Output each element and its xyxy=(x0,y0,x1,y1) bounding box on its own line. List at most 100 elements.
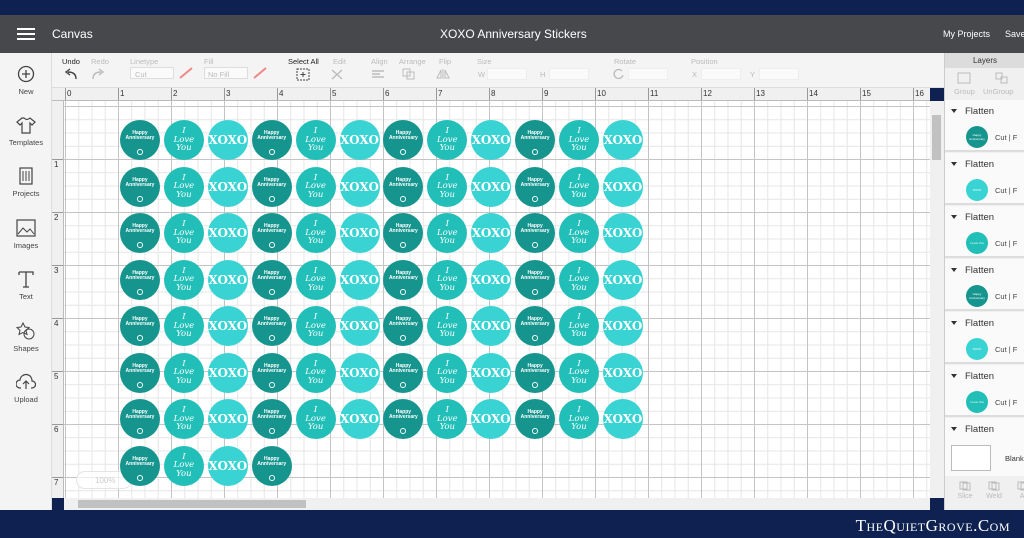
sticker[interactable]: Happy Anniversary xyxy=(120,352,160,393)
sticker[interactable]: I Love You xyxy=(295,166,336,207)
sticker[interactable]: Happy Anniversary xyxy=(120,306,160,346)
scroll-thumb[interactable] xyxy=(932,115,941,160)
sticker[interactable]: XOXO xyxy=(207,445,248,486)
shapes-button[interactable]: Shapes xyxy=(0,322,52,353)
sticker[interactable]: XOXO xyxy=(471,399,512,439)
sticker[interactable]: Happy Anniversary xyxy=(120,259,160,300)
sticker[interactable]: XOXO xyxy=(207,259,248,300)
sticker[interactable]: Happy Anniversary xyxy=(383,352,424,393)
sticker[interactable]: XOXO xyxy=(339,352,380,393)
sticker[interactable]: XOXO xyxy=(207,213,248,253)
sticker[interactable]: I Love You xyxy=(163,166,204,207)
sticker[interactable]: Happy Anniversary xyxy=(251,166,292,207)
sticker[interactable]: I Love You xyxy=(163,213,204,253)
sticker[interactable]: I Love You xyxy=(427,352,468,393)
blank-layer[interactable]: Blank xyxy=(945,438,1024,476)
sticker[interactable]: Happy Anniversary xyxy=(383,166,424,207)
text-button[interactable]: Text xyxy=(0,270,52,301)
sticker[interactable]: Happy Anniversary xyxy=(120,399,160,439)
sticker[interactable]: XOXO xyxy=(207,399,248,439)
sticker[interactable]: XOXO xyxy=(602,306,643,346)
sticker[interactable]: Happy Anniversary xyxy=(515,399,556,439)
sticker[interactable]: I Love You xyxy=(427,259,468,300)
sticker[interactable]: Happy Anniversary xyxy=(383,213,424,253)
sticker[interactable]: XOXO xyxy=(339,306,380,346)
sticker[interactable]: I Love You xyxy=(559,259,599,300)
sticker[interactable]: XOXO xyxy=(207,306,248,346)
sticker[interactable]: I Love You xyxy=(163,399,204,439)
sticker[interactable]: Happy Anniversary xyxy=(251,399,292,439)
scroll-thumb[interactable] xyxy=(78,500,306,508)
sticker[interactable]: XOXO xyxy=(207,120,248,160)
sticker[interactable]: Happy Anniversary xyxy=(251,445,292,486)
sticker[interactable]: XOXO xyxy=(602,120,643,160)
linetype-select[interactable]: Cut xyxy=(130,67,174,79)
sticker[interactable]: Happy Anniversary xyxy=(251,120,292,160)
canvas[interactable]: 100% Happy Anniversary I Love You XOXO Happ… xyxy=(64,101,930,498)
sticker[interactable]: XOXO xyxy=(207,166,248,207)
sticker[interactable]: XOXO xyxy=(602,166,643,207)
sticker[interactable]: XOXO xyxy=(602,259,643,300)
images-button[interactable]: Images xyxy=(0,219,52,250)
undo[interactable]: Undo xyxy=(62,57,80,66)
sticker[interactable]: I Love You xyxy=(295,399,336,439)
sticker[interactable]: Happy Anniversary xyxy=(515,352,556,393)
sticker[interactable]: Happy Anniversary xyxy=(120,120,160,160)
sticker[interactable]: XOXO xyxy=(471,306,512,346)
zoom-control[interactable]: 100% xyxy=(76,471,132,489)
sticker[interactable]: Happy Anniversary xyxy=(383,259,424,300)
sticker[interactable]: Happy Anniversary xyxy=(251,352,292,393)
x-input[interactable] xyxy=(701,68,741,80)
sticker[interactable]: I Love You xyxy=(163,306,204,346)
sticker[interactable]: Happy Anniversary xyxy=(515,259,556,300)
redo-icon[interactable] xyxy=(91,68,105,80)
layer-item[interactable]: Flatten XOXO Cut | F xyxy=(945,312,1024,364)
sticker[interactable]: I Love You xyxy=(427,166,468,207)
layer-item[interactable]: Flatten I Love You Cut | F xyxy=(945,206,1024,258)
sticker[interactable]: Happy Anniversary xyxy=(120,445,160,486)
layer-item[interactable]: Flatten Happy Anniversary Cut | F xyxy=(945,100,1024,152)
sticker[interactable]: Happy Anniversary xyxy=(383,120,424,160)
sticker[interactable]: XOXO xyxy=(602,399,643,439)
fill-color[interactable] xyxy=(252,66,268,80)
sticker[interactable]: I Love You xyxy=(427,120,468,160)
sticker[interactable]: I Love You xyxy=(295,259,336,300)
select-all-icon[interactable] xyxy=(296,68,310,81)
sticker[interactable]: I Love You xyxy=(163,352,204,393)
sticker[interactable]: I Love You xyxy=(559,213,599,253)
ungroup[interactable]: UnGroup xyxy=(983,87,1014,96)
sticker[interactable]: I Love You xyxy=(295,213,336,253)
width-input[interactable] xyxy=(487,68,527,80)
sticker[interactable]: I Love You xyxy=(427,399,468,439)
sticker[interactable]: Happy Anniversary xyxy=(251,213,292,253)
sticker[interactable]: Happy Anniversary xyxy=(383,306,424,346)
sticker[interactable]: XOXO xyxy=(602,213,643,253)
sticker[interactable]: XOXO xyxy=(207,352,248,393)
sticker[interactable]: XOXO xyxy=(471,259,512,300)
sticker[interactable]: XOXO xyxy=(339,259,380,300)
sticker[interactable]: XOXO xyxy=(471,166,512,207)
sticker[interactable]: Happy Anniversary xyxy=(120,213,160,253)
sticker[interactable]: I Love You xyxy=(559,120,599,160)
layer-action[interactable]: Weld xyxy=(982,481,1006,500)
fill-select[interactable]: No Fill xyxy=(204,67,248,79)
upload-button[interactable]: Upload xyxy=(0,373,52,404)
layer-item[interactable]: Flatten Happy Anniversary Cut | F xyxy=(945,259,1024,311)
sticker[interactable]: XOXO xyxy=(339,399,380,439)
sticker[interactable]: XOXO xyxy=(602,352,643,393)
templates-button[interactable]: Templates xyxy=(0,116,52,147)
sticker[interactable]: I Love You xyxy=(559,166,599,207)
sticker[interactable]: XOXO xyxy=(339,213,380,253)
sticker[interactable]: Happy Anniversary xyxy=(515,213,556,253)
layer-action[interactable]: At xyxy=(1011,481,1024,500)
menu-label[interactable]: Canvas xyxy=(52,27,93,41)
sticker[interactable]: Happy Anniversary xyxy=(515,120,556,160)
sticker[interactable]: XOXO xyxy=(339,120,380,160)
sticker[interactable]: Happy Anniversary xyxy=(383,399,424,439)
sticker[interactable]: Happy Anniversary xyxy=(515,306,556,346)
save[interactable]: Save xyxy=(1005,29,1024,39)
sticker[interactable]: I Love You xyxy=(295,352,336,393)
my-projects[interactable]: My Projects xyxy=(943,29,991,39)
horizontal-scrollbar[interactable] xyxy=(64,498,930,510)
sticker[interactable]: I Love You xyxy=(427,306,468,346)
